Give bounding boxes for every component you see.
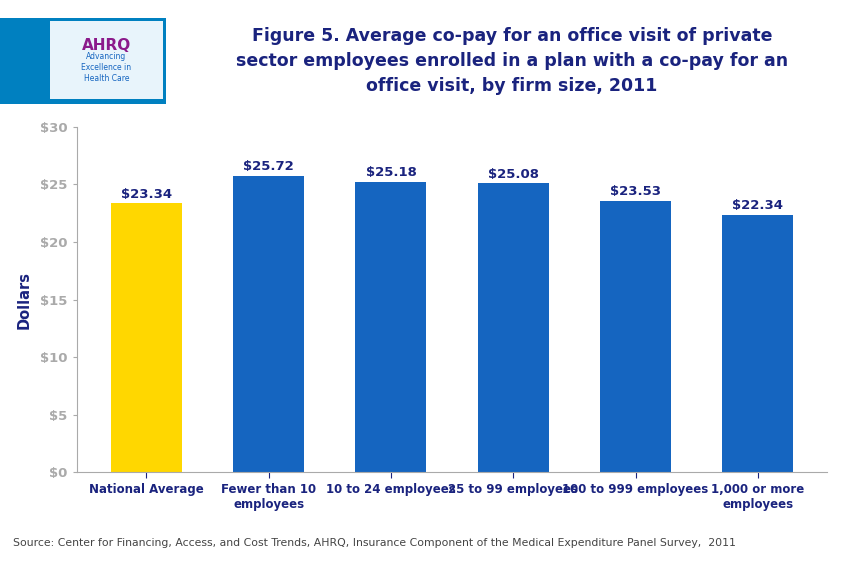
- Text: $23.53: $23.53: [609, 185, 660, 198]
- Text: Advancing
Excellence in
Health Care: Advancing Excellence in Health Care: [81, 52, 131, 84]
- Bar: [49, 21, 163, 100]
- Text: $22.34: $22.34: [732, 199, 782, 212]
- Text: $25.08: $25.08: [487, 168, 538, 180]
- Text: $25.18: $25.18: [365, 166, 416, 179]
- Bar: [722, 215, 792, 472]
- Bar: [599, 201, 671, 472]
- Y-axis label: Dollars: Dollars: [17, 271, 32, 328]
- Bar: [111, 203, 181, 472]
- Text: Figure 5. Average co-pay for an office visit of private
sector employees enrolle: Figure 5. Average co-pay for an office v…: [235, 27, 787, 95]
- Text: Source: Center for Financing, Access, and Cost Trends, AHRQ, Insurance Component: Source: Center for Financing, Access, an…: [13, 537, 734, 548]
- Bar: [355, 182, 426, 472]
- Text: $25.72: $25.72: [243, 160, 294, 173]
- Text: $23.34: $23.34: [121, 188, 172, 200]
- Bar: [233, 176, 304, 472]
- Text: AHRQ: AHRQ: [82, 38, 131, 53]
- Bar: [477, 183, 548, 472]
